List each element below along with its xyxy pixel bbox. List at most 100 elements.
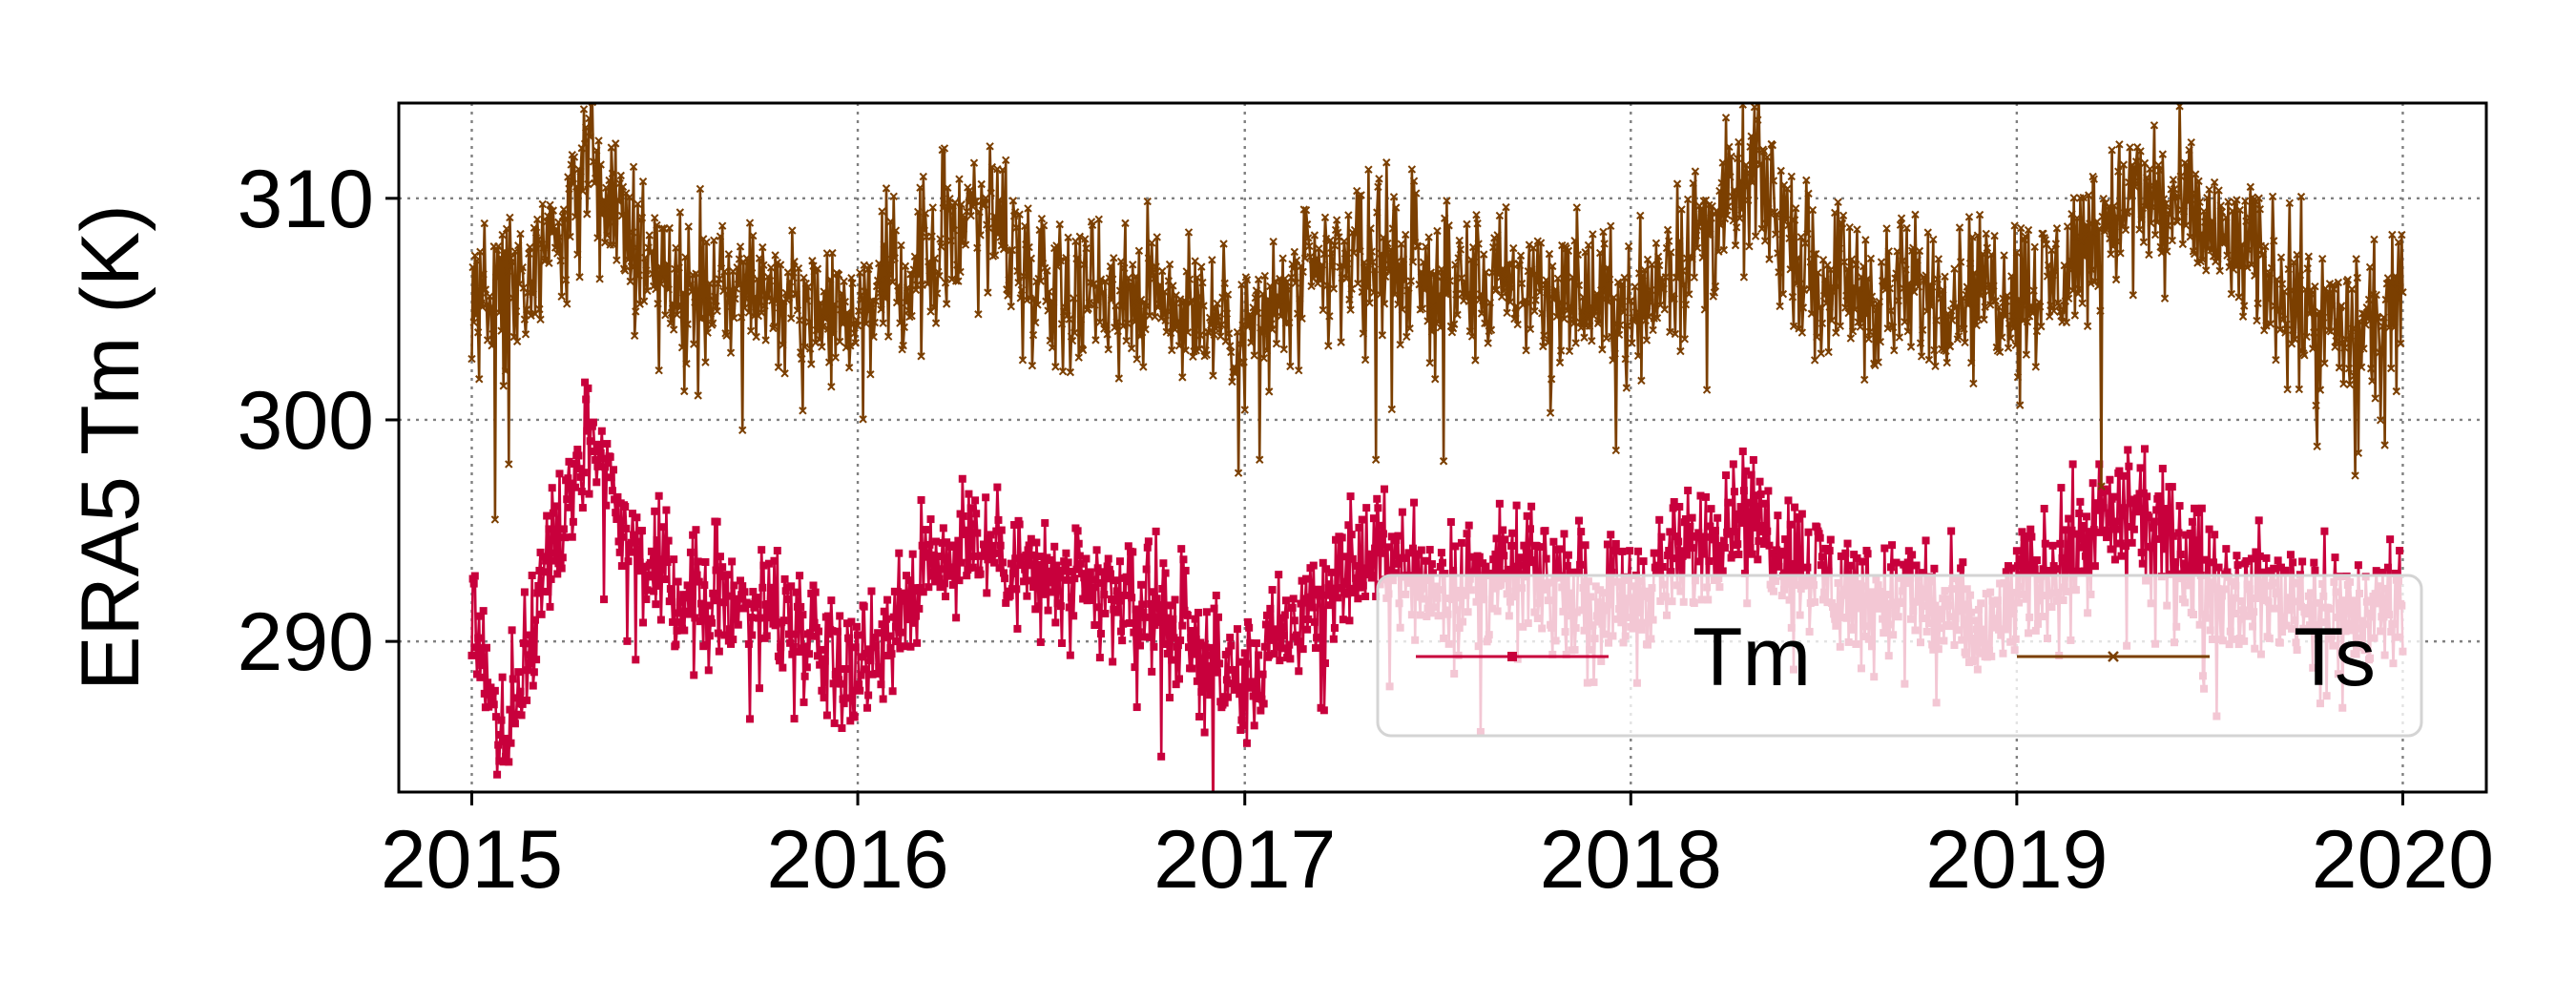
data-point [1342, 553, 1351, 561]
data-point [1370, 265, 1380, 274]
data-point [1102, 574, 1111, 583]
data-point [1255, 651, 1263, 659]
data-point [1700, 532, 1709, 541]
data-point [1590, 307, 1599, 316]
data-point [855, 680, 863, 689]
data-point [1329, 635, 1338, 643]
data-point [1952, 302, 1961, 311]
data-point [606, 452, 614, 461]
data-point [1152, 527, 1160, 535]
data-point [2159, 195, 2169, 203]
data-point [2143, 492, 2151, 501]
data-point [604, 202, 613, 212]
data-point [794, 263, 803, 273]
data-point [2063, 222, 2072, 231]
data-point [1250, 721, 1258, 730]
data-point [1312, 254, 1321, 262]
data-point [1564, 246, 1573, 256]
data-point [2124, 446, 2132, 454]
data-point [2111, 275, 2121, 284]
data-point [947, 563, 956, 572]
data-point [623, 637, 632, 645]
data-point [961, 240, 970, 249]
data-point [1423, 317, 1432, 325]
data-point [770, 322, 779, 331]
data-point [1731, 240, 1740, 250]
data-point [2199, 207, 2209, 216]
data-point [828, 248, 837, 258]
data-point [1027, 254, 1036, 263]
data-point [1008, 570, 1017, 578]
grid [399, 103, 2486, 792]
data-point [745, 715, 754, 723]
data-point [932, 289, 942, 298]
data-point [1420, 285, 1429, 295]
data-point [1338, 533, 1346, 542]
data-point [1002, 598, 1010, 607]
data-point [982, 493, 990, 502]
data-point [1653, 252, 1663, 261]
data-point [630, 331, 639, 341]
data-point [2028, 309, 2037, 318]
data-point [1610, 293, 1618, 302]
data-point [1354, 280, 1362, 288]
data-point [641, 563, 650, 572]
data-point [1542, 554, 1550, 563]
data-point [593, 234, 602, 242]
data-point [1219, 240, 1228, 248]
data-point [664, 536, 673, 545]
data-point [1345, 616, 1354, 625]
data-point [2222, 545, 2231, 553]
data-point [1163, 649, 1172, 658]
data-point [1605, 275, 1614, 283]
data-point [929, 303, 939, 312]
data-point [1026, 561, 1034, 570]
data-point [824, 612, 833, 620]
data-point [1842, 291, 1851, 301]
data-point [814, 312, 823, 321]
data-point [697, 599, 706, 608]
series-markers-ts [467, 103, 2407, 524]
data-point [1269, 635, 1278, 643]
data-point [1247, 683, 1256, 692]
data-point [1444, 221, 1453, 230]
data-point [696, 617, 704, 626]
data-point [2280, 287, 2289, 296]
data-point [1730, 488, 1738, 496]
data-point [1184, 643, 1193, 652]
data-point [1722, 211, 1732, 219]
data-point [968, 563, 977, 572]
data-point [1516, 251, 1526, 261]
data-point [874, 629, 883, 637]
data-point [815, 335, 824, 344]
data-point [655, 262, 664, 271]
data-point [1589, 230, 1597, 239]
data-point [2351, 471, 2359, 480]
data-point [960, 531, 968, 539]
data-point [1726, 173, 1735, 181]
data-point [1055, 574, 1064, 582]
data-point [740, 588, 749, 596]
data-point [1004, 587, 1012, 595]
data-point [517, 711, 526, 720]
data-point [581, 378, 590, 386]
data-point [1512, 302, 1521, 310]
data-point [616, 171, 625, 180]
data-point [1523, 299, 1531, 307]
data-point [579, 105, 589, 114]
data-point [1880, 277, 1889, 285]
data-point [1239, 721, 1248, 730]
data-point [1969, 379, 1978, 388]
data-point [621, 502, 630, 511]
data-point [559, 525, 568, 533]
data-point [894, 588, 903, 596]
data-point [1724, 202, 1733, 211]
data-point [1508, 529, 1517, 537]
data-point [1339, 616, 1347, 624]
data-point [1835, 244, 1843, 253]
data-point [967, 520, 976, 529]
data-point [862, 320, 871, 328]
data-point [916, 183, 924, 192]
data-point [953, 261, 962, 269]
data-point [1325, 580, 1334, 589]
